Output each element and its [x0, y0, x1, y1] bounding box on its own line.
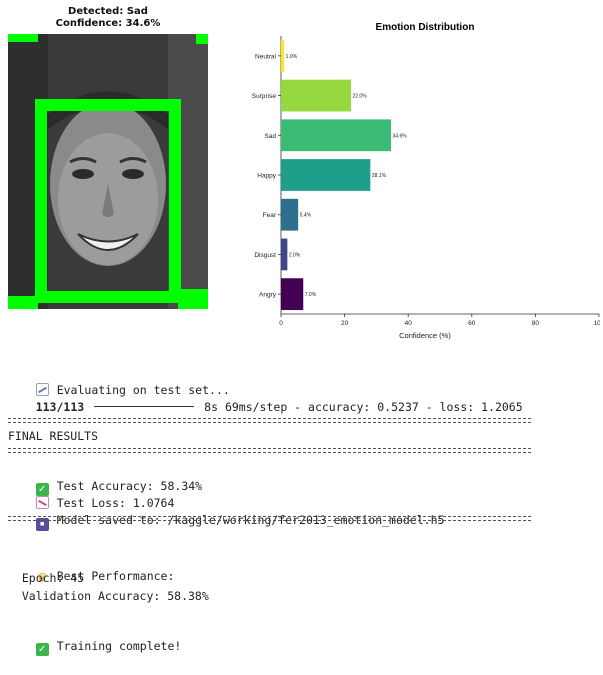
bar-surprise [281, 79, 351, 112]
y-tick-label-disgust: Disgust [254, 252, 276, 259]
final-results-heading: FINAL RESULTS [8, 429, 99, 443]
face-image [8, 34, 208, 309]
y-tick-label-fear: Fear [263, 212, 277, 219]
bar-disgust [281, 238, 288, 271]
bar-happy [281, 159, 371, 191]
x-tick-label-100: 100 [594, 320, 600, 327]
chart-title: Emotion Distribution [376, 22, 475, 33]
progress-line: 113/113 8s 69ms/step - accuracy: 0.5237 -… [8, 383, 523, 414]
progress-count: 113/113 [35, 400, 85, 414]
value-label-neutral: 1.0% [286, 54, 298, 60]
face-image-graphic [8, 34, 208, 309]
epoch-line: Epoch: 45 [8, 571, 85, 585]
x-tick-label-60: 60 [468, 320, 476, 327]
eval-line: Evaluating on test set... [8, 366, 230, 397]
test-accuracy-line: ✓ Test Accuracy: 58.34% [8, 462, 202, 496]
face-panel-title: Detected: Sad Confidence: 34.6% [8, 6, 208, 30]
bar-angry [281, 278, 304, 311]
separator-2 [8, 448, 531, 453]
value-label-surprise: 22.0% [352, 94, 367, 100]
chart-decreasing-icon [35, 496, 49, 509]
bar-neutral [281, 39, 285, 72]
y-tick-label-neutral: Neutral [255, 53, 277, 60]
value-label-fear: 5.4% [300, 213, 312, 219]
val-accuracy-line: Validation Accuracy: 58.38% [8, 589, 209, 603]
progress-stats: 8s 69ms/step - accuracy: 0.5237 - loss: … [204, 400, 523, 414]
x-tick-label-0: 0 [279, 320, 283, 327]
y-tick-label-angry: Angry [259, 292, 277, 299]
test-accuracy-text: Test Accuracy: 58.34% [56, 479, 203, 493]
separator-1 [8, 418, 531, 423]
trophy-icon: ♛ [36, 571, 49, 586]
x-tick-label-80: 80 [532, 320, 540, 327]
value-label-angry: 7.0% [305, 292, 317, 298]
value-label-sad: 34.6% [393, 133, 408, 139]
bar-sad [281, 119, 392, 152]
detected-label: Detected: Sad [68, 6, 148, 17]
test-loss-line: Test Loss: 1.0764 [8, 479, 174, 510]
bar-fear [281, 198, 299, 231]
value-label-happy: 28.1% [372, 173, 387, 179]
y-tick-label-happy: Happy [257, 173, 277, 180]
check-mark-icon: ✓ [35, 483, 49, 496]
model-saved-line: ▪ Model saved to: /kaggle/working/fer2013… [8, 496, 444, 531]
value-label-disgust: 2.0% [289, 252, 301, 258]
floppy-disk-icon: ▪ [35, 518, 49, 531]
separator-3 [8, 516, 531, 521]
test-loss-text: Test Loss: 1.0764 [56, 496, 175, 510]
y-tick-label-surprise: Surprise [252, 93, 277, 100]
training-complete-text: Training complete! [56, 639, 182, 653]
x-axis-label: Confidence (%) [399, 331, 451, 340]
best-performance-text: Best Performance: [56, 569, 175, 583]
emotion-distribution-chart: Emotion Distribution Neutral 1.0% Surprise 2… [252, 22, 600, 340]
confidence-label: Confidence: 34.6% [55, 18, 161, 29]
x-tick-label-20: 20 [341, 320, 349, 327]
progress-bar [94, 406, 195, 407]
check-mark-icon: ✓ [35, 643, 49, 656]
training-complete-line: ✓ Training complete! [8, 622, 181, 656]
chart-increasing-icon [35, 383, 49, 396]
y-tick-label-sad: Sad [264, 133, 276, 140]
best-performance-line: ♛ Best Performance: [8, 552, 174, 585]
eval-text: Evaluating on test set... [56, 383, 230, 397]
x-tick-label-40: 40 [405, 320, 413, 327]
